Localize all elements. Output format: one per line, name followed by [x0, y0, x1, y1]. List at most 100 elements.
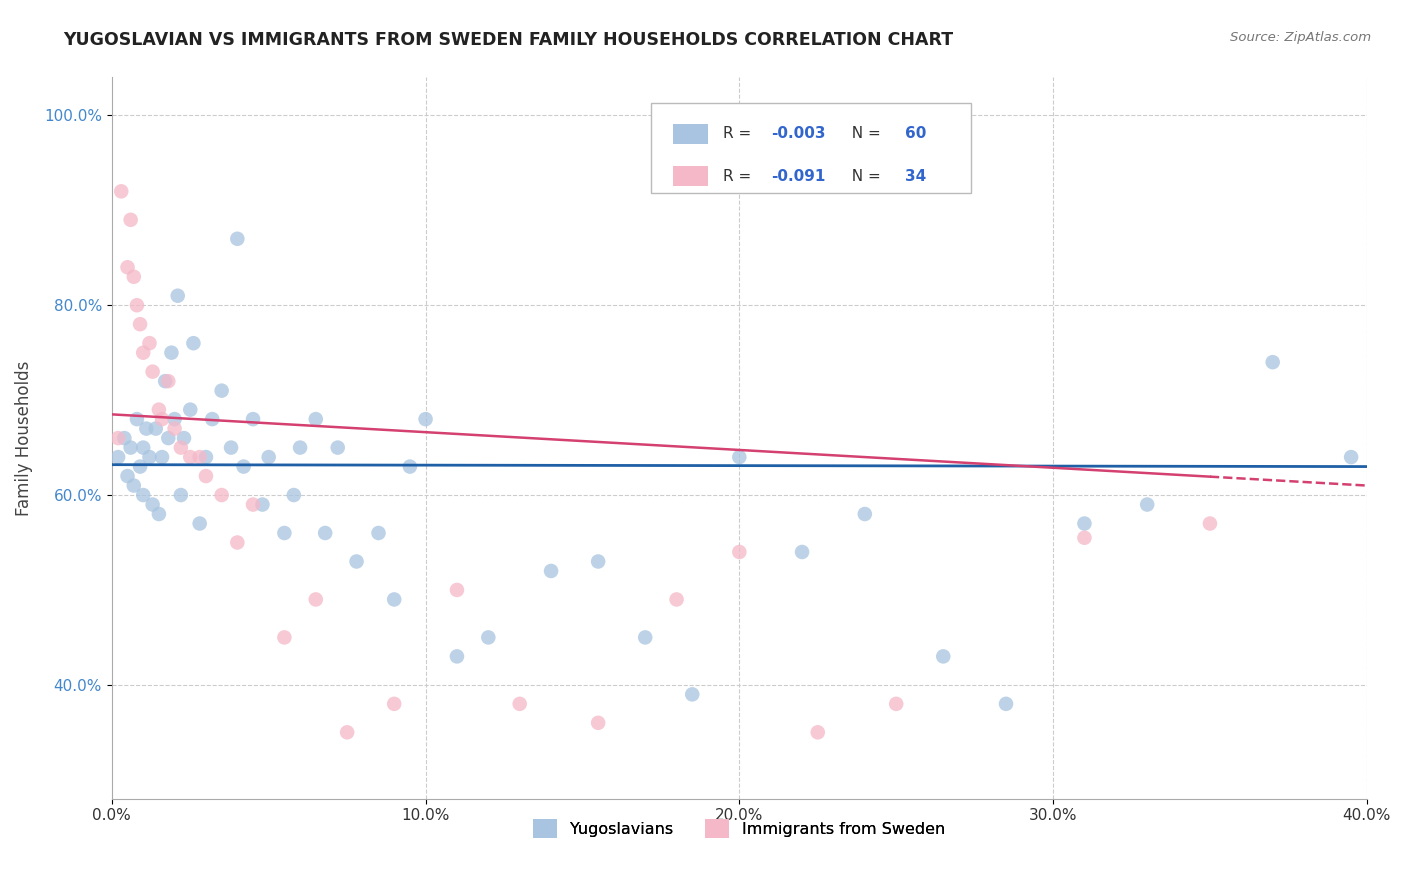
Text: N =: N =	[842, 126, 886, 141]
Point	[382, 697, 405, 711]
Point	[125, 298, 148, 312]
Point	[367, 526, 389, 541]
Point	[399, 459, 422, 474]
Point	[336, 725, 359, 739]
Point	[346, 554, 368, 568]
Point	[166, 289, 188, 303]
Point	[446, 649, 468, 664]
Point	[634, 631, 657, 645]
Point	[288, 441, 311, 455]
Point	[790, 545, 813, 559]
Point	[129, 317, 152, 331]
Point	[148, 402, 170, 417]
Point	[138, 336, 160, 351]
Point	[129, 459, 152, 474]
Point	[728, 450, 751, 464]
Point	[853, 507, 876, 521]
Point	[681, 687, 703, 701]
Point	[728, 545, 751, 559]
Point	[173, 431, 195, 445]
Point	[540, 564, 562, 578]
Point	[145, 422, 167, 436]
Point	[586, 554, 609, 568]
Point	[107, 431, 129, 445]
Text: R =: R =	[723, 126, 756, 141]
Point	[125, 412, 148, 426]
Point	[160, 345, 183, 359]
Point	[446, 582, 468, 597]
Point	[232, 459, 254, 474]
Point	[163, 422, 186, 436]
Point	[1073, 531, 1095, 545]
Point	[157, 431, 180, 445]
Point	[107, 450, 129, 464]
Point	[415, 412, 437, 426]
Point	[150, 450, 173, 464]
Point	[117, 260, 139, 275]
Point	[110, 184, 132, 198]
Text: 60: 60	[905, 126, 927, 141]
Point	[382, 592, 405, 607]
Point	[932, 649, 955, 664]
FancyBboxPatch shape	[673, 166, 709, 186]
Point	[257, 450, 280, 464]
Point	[201, 412, 224, 426]
Point	[183, 336, 205, 351]
Point	[1136, 498, 1159, 512]
Point	[188, 516, 211, 531]
Point	[273, 631, 295, 645]
Point	[132, 488, 155, 502]
Point	[305, 412, 328, 426]
Point	[226, 535, 249, 549]
Point	[194, 469, 217, 483]
Text: -0.003: -0.003	[770, 126, 825, 141]
Point	[995, 697, 1018, 711]
Point	[252, 498, 274, 512]
Point	[148, 507, 170, 521]
Y-axis label: Family Households: Family Households	[15, 360, 32, 516]
Legend: Yugoslavians, Immigrants from Sweden: Yugoslavians, Immigrants from Sweden	[527, 813, 952, 845]
Point	[242, 498, 264, 512]
Point	[170, 488, 193, 502]
Text: Source: ZipAtlas.com: Source: ZipAtlas.com	[1230, 31, 1371, 45]
Point	[179, 450, 201, 464]
Point	[120, 441, 142, 455]
Point	[179, 402, 201, 417]
Point	[211, 384, 233, 398]
Point	[142, 365, 165, 379]
Point	[273, 526, 295, 541]
Point	[122, 269, 145, 284]
Text: -0.091: -0.091	[770, 169, 825, 184]
Point	[163, 412, 186, 426]
Point	[586, 715, 609, 730]
Point	[132, 345, 155, 359]
Point	[283, 488, 305, 502]
Point	[305, 592, 328, 607]
Point	[242, 412, 264, 426]
Point	[153, 374, 176, 388]
Point	[314, 526, 336, 541]
Point	[219, 441, 242, 455]
Point	[211, 488, 233, 502]
FancyBboxPatch shape	[651, 103, 972, 193]
Point	[138, 450, 160, 464]
Point	[884, 697, 907, 711]
Point	[1340, 450, 1362, 464]
Point	[112, 431, 135, 445]
Point	[188, 450, 211, 464]
Point	[194, 450, 217, 464]
Point	[1261, 355, 1284, 369]
Point	[135, 422, 157, 436]
Text: YUGOSLAVIAN VS IMMIGRANTS FROM SWEDEN FAMILY HOUSEHOLDS CORRELATION CHART: YUGOSLAVIAN VS IMMIGRANTS FROM SWEDEN FA…	[63, 31, 953, 49]
Point	[117, 469, 139, 483]
Point	[665, 592, 688, 607]
Point	[150, 412, 173, 426]
Text: N =: N =	[842, 169, 886, 184]
Point	[157, 374, 180, 388]
Point	[142, 498, 165, 512]
Point	[326, 441, 349, 455]
Point	[1199, 516, 1222, 531]
Text: 34: 34	[905, 169, 927, 184]
Point	[132, 441, 155, 455]
Point	[1073, 516, 1095, 531]
